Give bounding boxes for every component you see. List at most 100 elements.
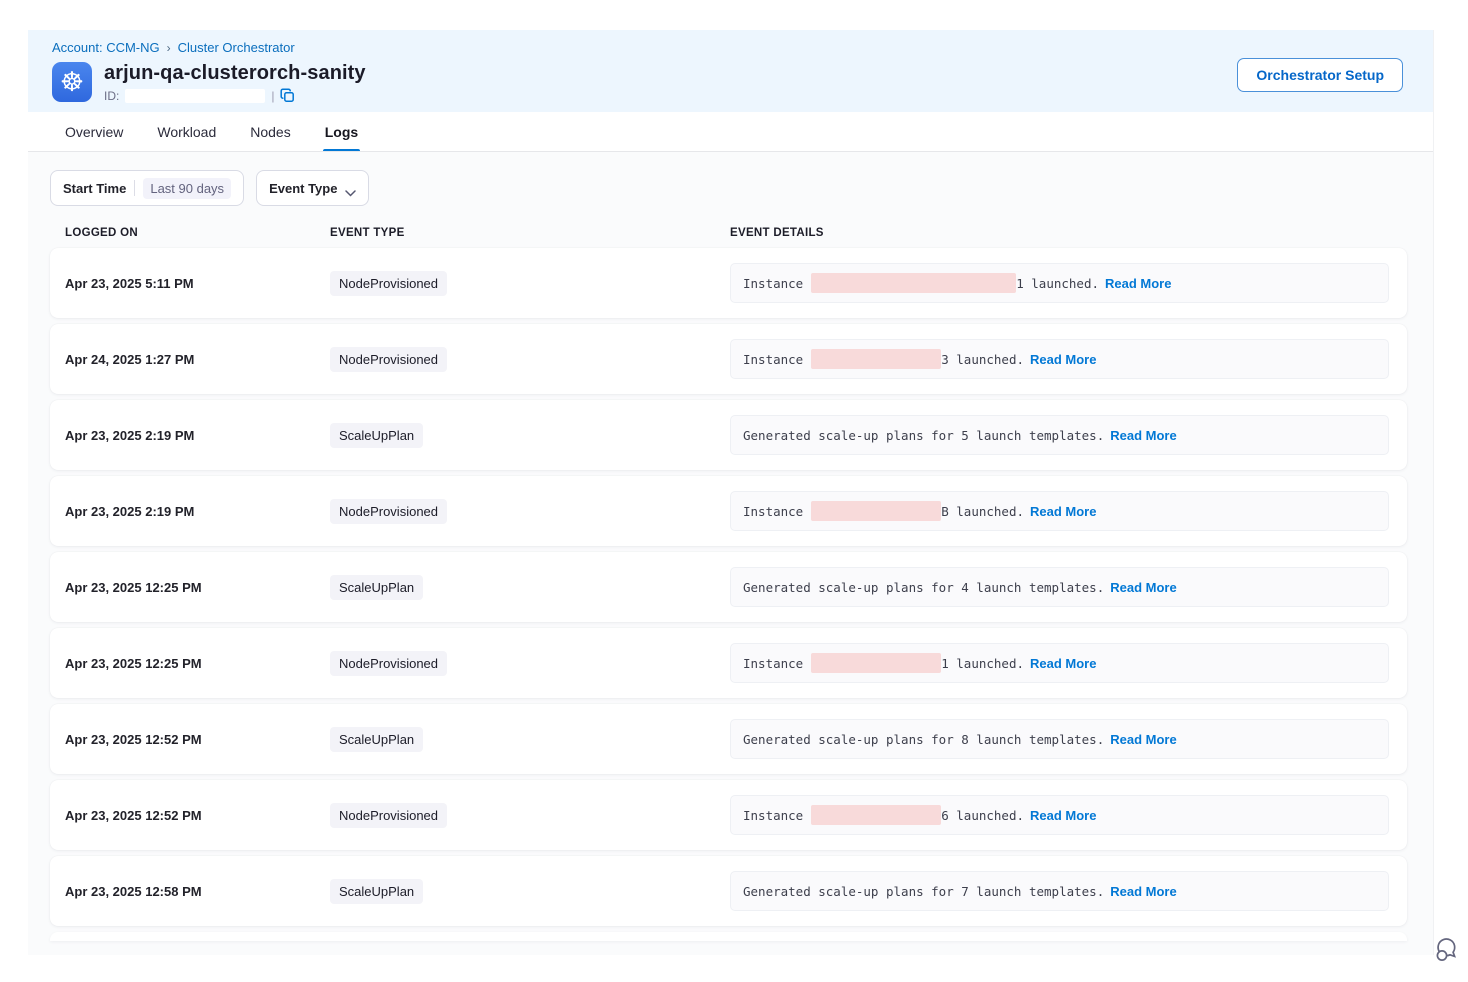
logged-on-cell: Apr 23, 2025 2:19 PM bbox=[65, 503, 195, 519]
read-more-link[interactable]: Read More bbox=[1030, 807, 1097, 823]
table-row: Apr 24, 2025 1:27 PM NodeProvisioned Ins… bbox=[50, 324, 1407, 394]
filter-divider bbox=[134, 180, 136, 196]
event-type-badge: NodeProvisioned bbox=[330, 346, 448, 372]
event-type-badge: ScaleUpPlan bbox=[330, 726, 424, 752]
start-time-label: Start Time bbox=[63, 180, 127, 196]
read-more-link[interactable]: Read More bbox=[1110, 579, 1177, 595]
breadcrumb-account[interactable]: Account: CCM-NG bbox=[52, 40, 160, 55]
event-details-suffix: 1 launched. bbox=[1016, 275, 1100, 291]
event-details-box: Instance 3 launched. Read More bbox=[730, 339, 1389, 379]
cluster-orchestrator-page: Account: CCM-NG › Cluster Orchestrator ☸… bbox=[28, 30, 1434, 955]
redacted-instance-id bbox=[811, 273, 1017, 293]
event-details-text: Instance bbox=[743, 275, 804, 291]
tab-nodes[interactable]: Nodes bbox=[250, 123, 291, 140]
table-header: LOGGED ON EVENT TYPE EVENT DETAILS bbox=[65, 227, 1407, 239]
read-more-link[interactable]: Read More bbox=[1110, 883, 1177, 899]
event-details-text: Generated scale-up plans for 8 launch te… bbox=[743, 731, 1105, 747]
event-details-text: Generated scale-up plans for 4 launch te… bbox=[743, 579, 1105, 595]
event-type-cell: NodeProvisioned bbox=[330, 498, 730, 524]
event-details-box: Generated scale-up plans for 4 launch te… bbox=[730, 567, 1389, 607]
tab-logs[interactable]: Logs bbox=[322, 112, 361, 151]
event-details-suffix: B launched. bbox=[941, 503, 1025, 519]
start-time-value: Last 90 days bbox=[143, 177, 232, 199]
logged-on-cell: Apr 23, 2025 12:58 PM bbox=[65, 883, 202, 899]
event-details-text: Instance bbox=[743, 503, 804, 519]
event-type-badge: ScaleUpPlan bbox=[330, 422, 424, 448]
read-more-link[interactable]: Read More bbox=[1030, 351, 1097, 367]
event-type-cell: NodeProvisioned bbox=[330, 346, 730, 372]
event-type-cell: ScaleUpPlan bbox=[330, 726, 730, 752]
event-type-cell: NodeProvisioned bbox=[330, 650, 730, 676]
start-time-filter[interactable]: Start Time Last 90 days bbox=[50, 170, 245, 206]
page-header: Account: CCM-NG › Cluster Orchestrator ☸… bbox=[28, 30, 1433, 112]
column-header-event-details: EVENT DETAILS bbox=[730, 227, 824, 239]
event-details-suffix: 6 launched. bbox=[941, 807, 1025, 823]
chevron-down-icon bbox=[345, 185, 357, 197]
event-type-badge: NodeProvisioned bbox=[330, 498, 448, 524]
event-log-list: Apr 23, 2025 5:11 PM NodeProvisioned Ins… bbox=[28, 248, 1433, 926]
tab-overview[interactable]: Overview bbox=[65, 123, 124, 140]
table-row: Apr 23, 2025 12:52 PM ScaleUpPlan Genera… bbox=[50, 704, 1407, 774]
event-details-text: Generated scale-up plans for 5 launch te… bbox=[743, 427, 1105, 443]
event-type-filter[interactable]: Event Type bbox=[256, 170, 370, 206]
table-row: Apr 23, 2025 2:19 PM NodeProvisioned Ins… bbox=[50, 476, 1407, 546]
read-more-link[interactable]: Read More bbox=[1110, 731, 1177, 747]
event-type-badge: NodeProvisioned bbox=[330, 270, 448, 296]
filters-row: Start Time Last 90 days Event Type bbox=[28, 152, 1433, 206]
table-row: Apr 23, 2025 2:19 PM ScaleUpPlan Generat… bbox=[50, 400, 1407, 470]
event-type-cell: ScaleUpPlan bbox=[330, 574, 730, 600]
logged-on-cell: Apr 24, 2025 1:27 PM bbox=[65, 351, 195, 367]
table-row: Apr 23, 2025 12:25 PM ScaleUpPlan Genera… bbox=[50, 552, 1407, 622]
event-details-box: Instance B launched. Read More bbox=[730, 491, 1389, 531]
redacted-instance-id bbox=[811, 805, 942, 825]
read-more-link[interactable]: Read More bbox=[1110, 427, 1177, 443]
redacted-instance-id bbox=[811, 501, 942, 521]
event-type-cell: NodeProvisioned bbox=[330, 802, 730, 828]
event-details-box: Generated scale-up plans for 5 launch te… bbox=[730, 415, 1389, 455]
breadcrumb: Account: CCM-NG › Cluster Orchestrator bbox=[52, 40, 1405, 55]
title-block: arjun-qa-clusterorch-sanity ID: | bbox=[104, 62, 366, 103]
chat-bubbles-icon[interactable] bbox=[1434, 934, 1462, 964]
breadcrumb-separator-icon: › bbox=[166, 40, 171, 55]
event-type-badge: NodeProvisioned bbox=[330, 802, 448, 828]
logged-on-cell: Apr 23, 2025 2:19 PM bbox=[65, 427, 195, 443]
cluster-id-row: ID: | bbox=[104, 88, 366, 103]
read-more-link[interactable]: Read More bbox=[1030, 655, 1097, 671]
read-more-link[interactable]: Read More bbox=[1030, 503, 1097, 519]
event-details-box: Generated scale-up plans for 8 launch te… bbox=[730, 719, 1389, 759]
logged-on-cell: Apr 23, 2025 12:52 PM bbox=[65, 731, 202, 747]
redacted-instance-id bbox=[811, 349, 942, 369]
event-details-text: Instance bbox=[743, 351, 804, 367]
logged-on-cell: Apr 23, 2025 12:25 PM bbox=[65, 655, 202, 671]
tab-workload[interactable]: Workload bbox=[157, 123, 217, 140]
table-row: Apr 23, 2025 12:25 PM NodeProvisioned In… bbox=[50, 628, 1407, 698]
read-more-link[interactable]: Read More bbox=[1105, 275, 1172, 291]
id-label: ID: bbox=[104, 88, 120, 103]
event-details-text: Instance bbox=[743, 655, 804, 671]
event-details-suffix: 3 launched. bbox=[941, 351, 1025, 367]
logged-on-cell: Apr 23, 2025 5:11 PM bbox=[65, 275, 194, 291]
page-title: arjun-qa-clusterorch-sanity bbox=[104, 62, 366, 84]
logged-on-cell: Apr 23, 2025 12:25 PM bbox=[65, 579, 202, 595]
event-details-box: Instance 6 launched. Read More bbox=[730, 795, 1389, 835]
orchestrator-setup-button[interactable]: Orchestrator Setup bbox=[1237, 58, 1403, 92]
copy-icon[interactable] bbox=[280, 88, 295, 103]
kubernetes-icon: ☸ bbox=[52, 62, 92, 102]
event-details-box: Generated scale-up plans for 7 launch te… bbox=[730, 871, 1389, 911]
event-type-badge: ScaleUpPlan bbox=[330, 574, 424, 600]
event-type-label: Event Type bbox=[269, 180, 338, 196]
column-header-logged-on: LOGGED ON bbox=[65, 227, 138, 239]
table-row: Apr 23, 2025 5:11 PM NodeProvisioned Ins… bbox=[50, 248, 1407, 318]
title-row: ☸ arjun-qa-clusterorch-sanity ID: | bbox=[52, 62, 1405, 103]
event-type-cell: ScaleUpPlan bbox=[330, 878, 730, 904]
event-type-cell: NodeProvisioned bbox=[330, 270, 730, 296]
table-row: Apr 23, 2025 12:52 PM NodeProvisioned In… bbox=[50, 780, 1407, 850]
event-details-suffix: 1 launched. bbox=[941, 655, 1025, 671]
table-row-partial bbox=[50, 932, 1407, 941]
event-type-badge: ScaleUpPlan bbox=[330, 878, 424, 904]
event-type-cell: ScaleUpPlan bbox=[330, 422, 730, 448]
event-details-text: Generated scale-up plans for 7 launch te… bbox=[743, 883, 1105, 899]
id-value-redacted bbox=[125, 88, 266, 103]
event-details-box: Instance 1 launched. Read More bbox=[730, 643, 1389, 683]
breadcrumb-cluster-orchestrator[interactable]: Cluster Orchestrator bbox=[177, 40, 295, 55]
